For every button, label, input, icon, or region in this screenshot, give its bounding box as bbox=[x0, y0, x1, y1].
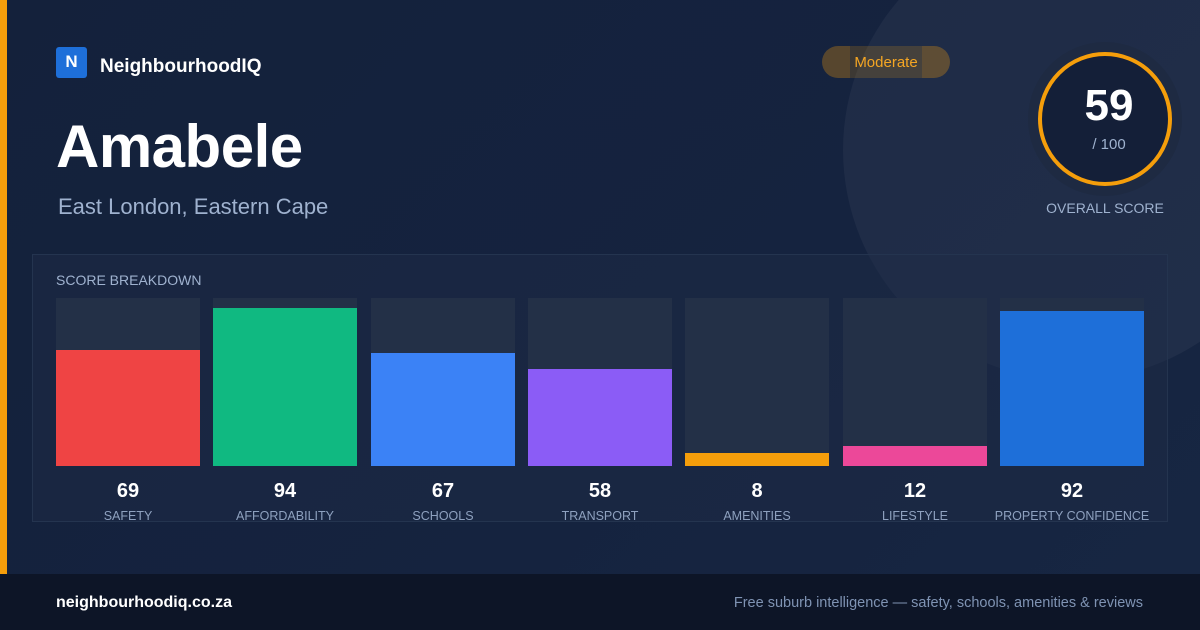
bar-value-label: 94 bbox=[273, 480, 297, 502]
overall-score-caption: OVERALL SCORE bbox=[1046, 200, 1164, 216]
accent-strip bbox=[0, 0, 7, 574]
bar bbox=[213, 308, 357, 466]
footer-url: neighbourhoodiq.co.za bbox=[56, 594, 232, 611]
bar bbox=[371, 353, 515, 466]
bar-category-label: SAFETY bbox=[103, 509, 153, 523]
score-ring-inner: 59 / 100 bbox=[1038, 52, 1172, 186]
bar-category-label: SCHOOLS bbox=[412, 509, 474, 523]
bar-category-label: LIFESTYLE bbox=[882, 509, 948, 523]
bar bbox=[56, 350, 200, 466]
og-card: N NeighbourhoodIQ Moderate Amabele East … bbox=[0, 0, 1200, 574]
breakdown-title: SCORE BREAKDOWN bbox=[56, 272, 202, 288]
bar-track bbox=[843, 298, 987, 466]
bar-value-label: 8 bbox=[751, 480, 763, 502]
suburb-location: East London, Eastern Cape bbox=[58, 194, 329, 219]
brand-logo-icon: N bbox=[56, 46, 87, 78]
bar bbox=[843, 446, 987, 466]
overall-score-ring: 59 / 100 bbox=[1028, 42, 1182, 196]
bar-category-label: PROPERTY CONFIDENCE bbox=[994, 509, 1150, 523]
bar-track bbox=[528, 298, 672, 466]
brand-name: NeighbourhoodIQ bbox=[100, 56, 262, 77]
rating-badge: Moderate bbox=[822, 46, 950, 78]
bar-category-label: AMENITIES bbox=[723, 509, 791, 523]
overall-score-max: / 100 bbox=[1092, 136, 1126, 153]
bar bbox=[685, 453, 829, 466]
bar-track bbox=[685, 298, 829, 466]
bar-value-label: 92 bbox=[1060, 480, 1084, 502]
bar-track bbox=[56, 298, 200, 466]
rating-badge-label: Moderate bbox=[854, 53, 918, 71]
footer-tagline: Free suburb intelligence — safety, schoo… bbox=[733, 595, 1143, 611]
bar-value-label: 69 bbox=[116, 480, 140, 502]
bar-track bbox=[371, 298, 515, 466]
bar-category-label: AFFORDABILITY bbox=[236, 509, 334, 523]
bar-value-label: 12 bbox=[903, 480, 927, 502]
footer: neighbourhoodiq.co.za Free suburb intell… bbox=[0, 574, 1200, 630]
bar-track bbox=[1000, 298, 1144, 466]
bar-value-label: 67 bbox=[431, 480, 455, 502]
bar-category-label: TRANSPORT bbox=[561, 509, 639, 523]
bar-value-label: 58 bbox=[588, 480, 612, 502]
bar bbox=[1000, 311, 1144, 466]
bar-track bbox=[213, 298, 357, 466]
bar bbox=[528, 369, 672, 466]
suburb-title: Amabele bbox=[56, 113, 303, 180]
overall-score-value: 59 bbox=[1084, 81, 1134, 130]
brand: N NeighbourhoodIQ bbox=[56, 46, 261, 78]
